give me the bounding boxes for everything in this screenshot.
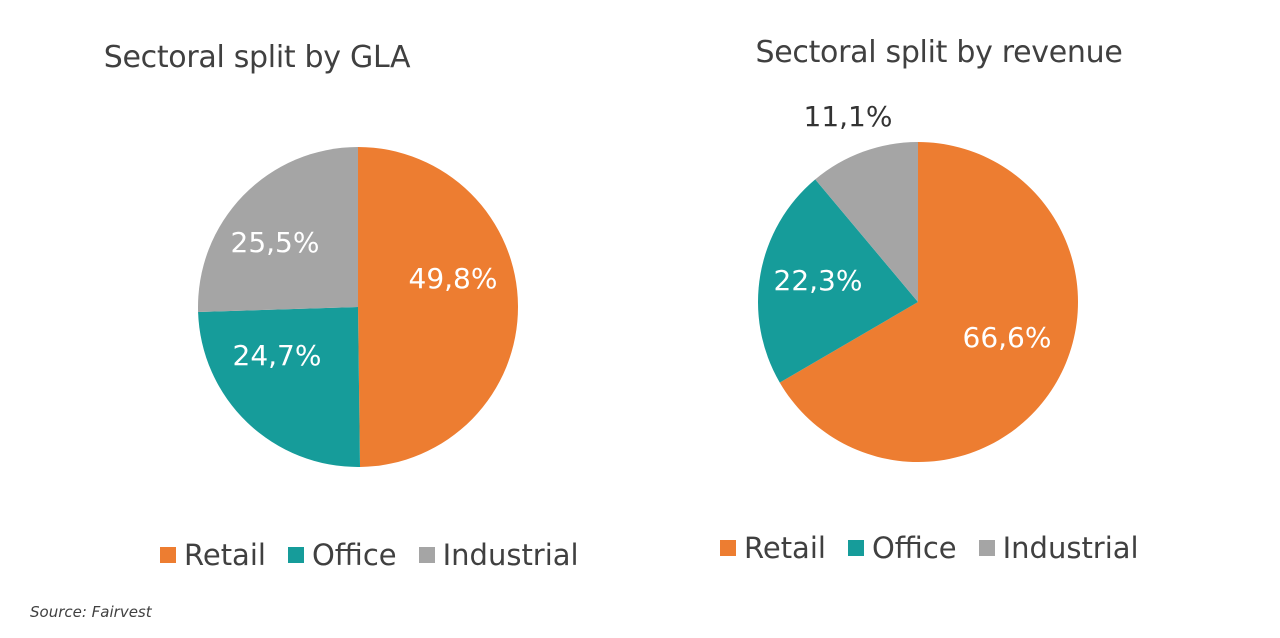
slice-retail xyxy=(358,147,519,467)
office-swatch xyxy=(847,540,864,556)
slice-retail xyxy=(779,142,1078,462)
retail-swatch xyxy=(160,547,176,563)
data-label-retail: 66,6% xyxy=(963,321,1052,354)
legend-item-industrial: Industrial xyxy=(978,531,1139,565)
office-swatch xyxy=(287,547,304,563)
data-label-industrial: 11,1% xyxy=(804,100,893,133)
retail-swatch xyxy=(720,540,736,556)
legend-label: Office xyxy=(311,538,397,572)
revenue-pie: 66,6% 22,3% 11,1% xyxy=(758,100,1078,462)
chart-title: Sectoral split by revenue xyxy=(755,35,1123,70)
revenue-chart: Sectoral split by revenue 66,6% 22,3% 11,1… xyxy=(640,0,1280,600)
industrial-swatch xyxy=(978,540,995,556)
legend-label: Retail xyxy=(184,538,266,572)
gla-chart: Sectoral split by GLA 49,8% 24,7% 25,5% Re… xyxy=(0,0,640,600)
legend-item-office: Office xyxy=(287,538,397,572)
legend-item-industrial: Industrial xyxy=(418,538,579,572)
slice-office xyxy=(758,179,918,383)
legend: Retail Office Industrial xyxy=(160,538,601,572)
source-note: Source: Fairvest xyxy=(30,603,152,621)
legend-item-retail: Retail xyxy=(160,538,266,572)
gla-pie: 49,8% 24,7% 25,5% xyxy=(198,147,519,467)
legend-label: Industrial xyxy=(442,538,579,572)
industrial-swatch xyxy=(418,547,435,563)
slice-industrial xyxy=(815,142,918,302)
data-label-retail: 49,8% xyxy=(409,262,498,295)
data-label-office: 24,7% xyxy=(233,339,322,372)
legend-label: Retail xyxy=(744,531,826,565)
slice-office xyxy=(198,307,361,467)
chart-title: Sectoral split by GLA xyxy=(103,40,411,75)
legend-item-retail: Retail xyxy=(720,531,826,565)
slice-industrial xyxy=(198,147,358,313)
legend-label: Office xyxy=(871,531,957,565)
data-label-office: 22,3% xyxy=(774,264,863,297)
legend-item-office: Office xyxy=(847,531,957,565)
legend: Retail Office Industrial xyxy=(720,531,1161,565)
legend-label: Industrial xyxy=(1002,531,1139,565)
data-label-industrial: 25,5% xyxy=(231,226,320,259)
